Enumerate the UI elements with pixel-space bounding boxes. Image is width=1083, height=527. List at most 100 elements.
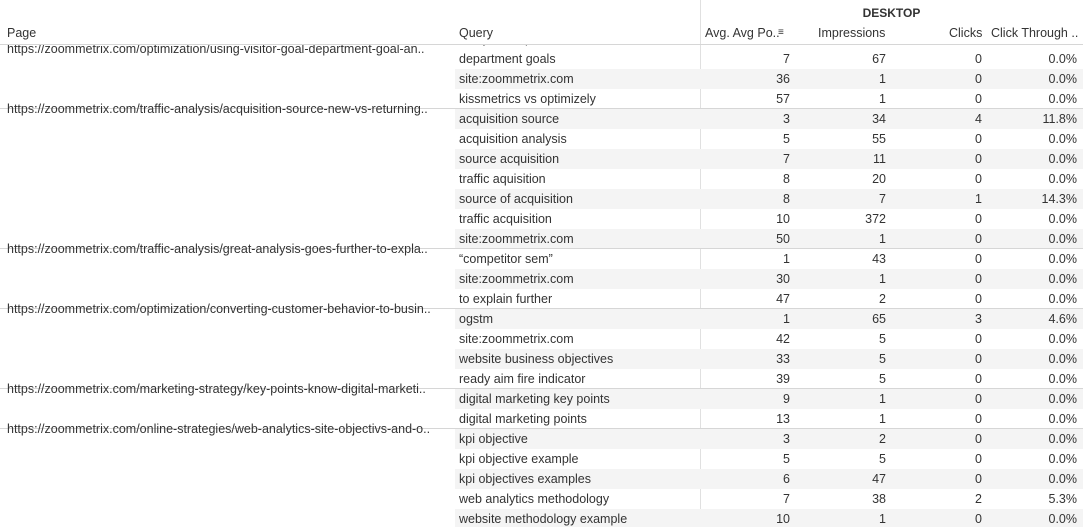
value-cell: 5 (879, 452, 886, 466)
value-cell: 3 (783, 432, 790, 446)
row-band (455, 309, 1083, 329)
column-header[interactable]: Query (459, 26, 494, 40)
row-band (455, 229, 1083, 249)
column-header[interactable]: Click Through .. (991, 26, 1079, 40)
page-cell: https://zoommetrix.com/optimization/conv… (7, 302, 431, 316)
value-cell: 5 (783, 132, 790, 146)
value-cell: 11.8% (1042, 112, 1077, 126)
group-rule (0, 308, 1083, 309)
value-cell: 0 (975, 152, 982, 166)
header-rule (0, 44, 1083, 45)
value-cell: 9 (783, 392, 790, 406)
query-cell: kpi objective (459, 432, 528, 446)
value-cell: 0 (975, 432, 982, 446)
row-band (455, 189, 1083, 209)
value-cell: 7 (783, 492, 790, 506)
value-cell: 0 (975, 52, 982, 66)
value-cell: 1 (879, 272, 886, 286)
group-rule (0, 388, 1083, 389)
row-band (455, 469, 1083, 489)
value-cell: 50 (776, 232, 790, 246)
value-cell: 6 (783, 472, 790, 486)
value-cell: 0 (975, 512, 982, 526)
value-cell: 0 (975, 452, 982, 466)
value-cell: 0.0% (1048, 472, 1078, 486)
value-cell: 0 (975, 272, 982, 286)
value-cell: 5 (879, 332, 886, 346)
value-cell: 0 (975, 412, 982, 426)
value-cell: 20 (872, 172, 886, 186)
query-cell: kpi objective example (459, 452, 579, 466)
value-cell: 0.0% (1048, 372, 1078, 386)
value-cell: 0.0% (1048, 272, 1078, 286)
value-cell: 1 (783, 312, 790, 326)
query-cell: kpi objectives examples (459, 472, 592, 486)
value-cell: 0 (975, 232, 982, 246)
value-cell: 39 (776, 372, 790, 386)
value-cell: 67 (872, 52, 886, 66)
row-band (455, 269, 1083, 289)
value-cell: 10 (776, 512, 790, 526)
query-cell: site:zoommetrix.com (459, 332, 574, 346)
page-cell: https://zoommetrix.com/traffic-analysis/… (7, 242, 428, 256)
value-cell: 1 (879, 72, 886, 86)
value-cell: 0.0% (1048, 52, 1078, 66)
value-cell: 38 (872, 492, 886, 506)
value-cell: 42 (776, 332, 790, 346)
column-header[interactable]: Clicks (949, 26, 983, 40)
value-cell: 10 (776, 212, 790, 226)
value-cell: 47 (776, 292, 790, 306)
sort-icon[interactable]: ≡ (778, 27, 784, 38)
value-cell: 36 (776, 72, 790, 86)
value-cell: 3 (783, 112, 790, 126)
query-cell: department goals (459, 52, 556, 66)
column-header[interactable]: Impressions (818, 26, 886, 40)
value-cell: 0 (975, 332, 982, 346)
value-cell: 0.0% (1048, 172, 1078, 186)
value-cell: 55 (872, 132, 886, 146)
query-cell: site:zoommetrix.com (459, 272, 574, 286)
value-cell: 65 (872, 312, 886, 326)
table-body: analytics department https://zoommetrix.c… (0, 45, 1083, 527)
value-cell: 0.0% (1048, 452, 1078, 466)
value-cell: 0.0% (1048, 132, 1078, 146)
value-cell: 1 (879, 412, 886, 426)
value-cell: 1 (783, 252, 790, 266)
row-band (455, 149, 1083, 169)
value-cell: 0.0% (1048, 252, 1078, 266)
value-cell: 0 (975, 292, 982, 306)
row-band (455, 429, 1083, 449)
group-rule (0, 428, 1083, 429)
value-cell: 2 (975, 492, 982, 506)
row-band (455, 69, 1083, 89)
row-band (455, 509, 1083, 527)
query-cell: “competitor sem” (459, 252, 553, 266)
value-cell: 0.0% (1048, 292, 1078, 306)
query-cell: site:zoommetrix.com (459, 72, 574, 86)
value-cell: 14.3% (1041, 192, 1077, 206)
value-cell: 0 (975, 92, 982, 106)
query-cell: traffic aquisition (459, 172, 546, 186)
query-cell: acquisition source (459, 112, 560, 126)
value-cell: 5 (879, 352, 886, 366)
value-cell: 0 (975, 392, 982, 406)
query-cell: digital marketing points (459, 412, 587, 426)
value-cell: 30 (776, 272, 790, 286)
value-cell: 3 (975, 312, 982, 326)
page-cell: https://zoommetrix.com/marketing-strateg… (7, 382, 426, 396)
value-cell: 0.0% (1048, 212, 1078, 226)
column-header[interactable]: Page (7, 26, 37, 40)
column-header[interactable]: Avg. Avg Po.. (705, 26, 780, 40)
value-cell: 0.0% (1048, 352, 1078, 366)
value-cell: 4.6% (1048, 312, 1078, 326)
group-rule (0, 108, 1083, 109)
value-cell: 13 (776, 412, 790, 426)
value-cell: 8 (783, 192, 790, 206)
value-cell: 0.0% (1048, 72, 1078, 86)
group-header: DESKTOP (862, 6, 921, 20)
value-cell: 1 (879, 512, 886, 526)
value-cell: 0.0% (1048, 92, 1078, 106)
value-cell: 33 (776, 352, 790, 366)
value-cell: 0 (975, 172, 982, 186)
